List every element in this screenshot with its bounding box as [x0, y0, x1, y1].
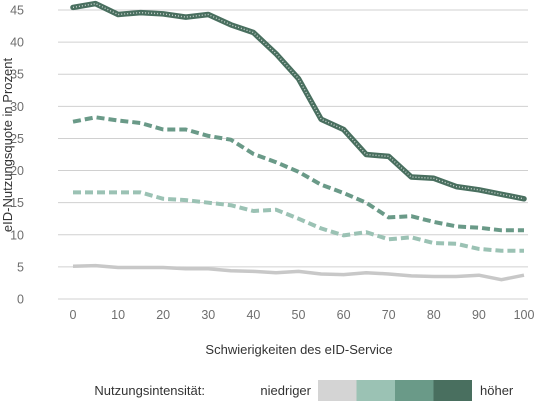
x-tick-label-100: 100: [514, 308, 535, 322]
series-line-highest-dots: [72, 2, 525, 200]
x-tick-label-90: 90: [472, 308, 486, 322]
y-tick-label-15: 15: [10, 196, 24, 210]
legend-low-label: niedriger: [260, 383, 311, 398]
x-tick-label-20: 20: [156, 308, 170, 322]
x-tick-label-80: 80: [427, 308, 441, 322]
series-line-high: [72, 115, 524, 233]
y-axis-title: eID-Nutzungsquote in Prozent: [0, 58, 15, 233]
legend-swatch-4: [433, 380, 472, 401]
series-line-highest: [70, 0, 527, 202]
y-axis-ticks: 0 5 10 15 20 25 30 35 40 45: [10, 4, 24, 307]
legend-title: Nutzungsintensität:: [94, 383, 205, 398]
y-tick-label-5: 5: [17, 260, 24, 274]
legend: Nutzungsintensität: niedriger höher: [94, 380, 514, 401]
x-tick-label-70: 70: [382, 308, 396, 322]
x-axis-title: Schwierigkeiten des eID-Service: [205, 342, 392, 357]
y-tick-label-30: 30: [10, 100, 24, 114]
y-tick-label-45: 45: [10, 4, 24, 18]
legend-high-label: höher: [480, 383, 514, 398]
x-tick-label-50: 50: [292, 308, 306, 322]
y-tick-label-0: 0: [17, 293, 24, 307]
y-tick-label-25: 25: [10, 132, 24, 146]
x-axis-ticks: 0 10 20 30 40 50 60 70 80 90 100: [70, 308, 535, 322]
y-tick-label-10: 10: [10, 228, 24, 242]
legend-swatches: [318, 380, 472, 401]
series-line-lowest: [72, 263, 525, 282]
x-tick-label-10: 10: [111, 308, 125, 322]
series-line-low: [73, 190, 524, 253]
y-tick-label-20: 20: [10, 164, 24, 178]
legend-swatch-1: [318, 380, 357, 401]
x-tick-label-0: 0: [70, 308, 77, 322]
legend-swatch-3: [395, 380, 434, 401]
gridlines: [58, 9, 528, 300]
y-tick-label-35: 35: [10, 68, 24, 82]
series-lines: [70, 0, 527, 282]
y-tick-label-40: 40: [10, 36, 24, 50]
x-tick-label-40: 40: [246, 308, 260, 322]
x-tick-label-30: 30: [201, 308, 215, 322]
x-tick-label-60: 60: [337, 308, 351, 322]
legend-swatch-2: [356, 380, 395, 401]
